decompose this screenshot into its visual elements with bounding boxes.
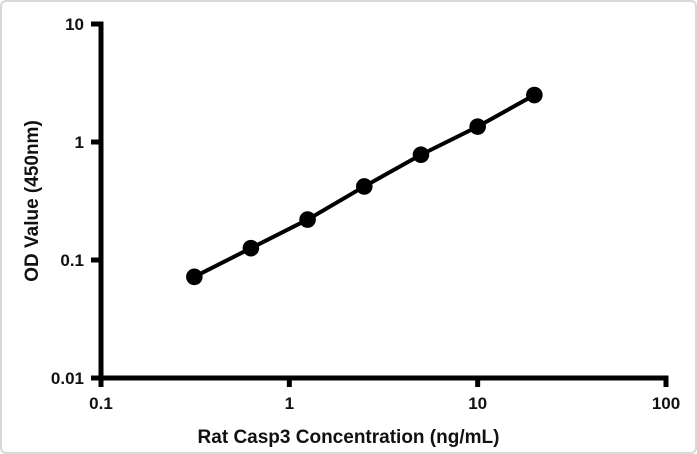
y-tick-label: 0.01 [51,369,84,388]
x-axis-title: Rat Casp3 Concentration (ng/mL) [197,427,500,448]
x-tick-label: 1 [285,394,294,413]
y-axis-title: OD Value (450nm) [22,120,43,282]
y-tick-label: 1 [75,133,84,152]
data-point [526,86,543,104]
data-point [355,178,373,195]
x-tick-label: 10 [468,394,487,413]
y-tick-label: 10 [65,15,84,34]
data-point [186,268,203,286]
x-tick-label: 0.1 [89,394,113,413]
y-tick-label: 0.1 [60,251,84,270]
data-point [242,239,260,257]
data-point [469,118,486,135]
data-point [299,211,316,228]
x-tick-label: 100 [652,394,680,413]
data-point [412,146,430,164]
